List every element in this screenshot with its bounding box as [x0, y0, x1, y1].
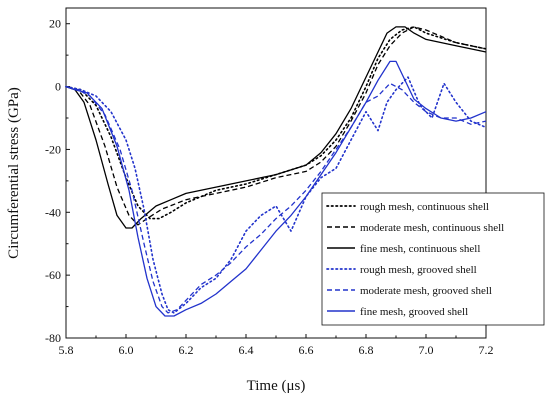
legend-label: fine mesh, grooved shell [360, 306, 468, 318]
legend-label: rough mesh, grooved shell [360, 264, 477, 276]
series-layer [65, 26, 487, 317]
series-line [65, 26, 487, 229]
x-axis-ticks: 5.8 6.0 6.2 6.4 6.6 6.8 7.0 7.2 [59, 334, 494, 357]
y-tick-label: -80 [45, 331, 61, 345]
legend-label: fine mesh, continuous shell [360, 243, 480, 255]
x-axis-label: Time (μs) [247, 378, 306, 394]
y-tick-label: -20 [45, 142, 61, 156]
series-line [65, 82, 487, 314]
y-tick-label: -40 [45, 205, 61, 219]
y-tick-label: 0 [55, 80, 61, 94]
y-axis-label: Circumferential stress (GPa) [6, 87, 22, 259]
x-tick-label: 5.8 [59, 343, 74, 357]
series-line [65, 76, 487, 314]
x-tick-label: 7.0 [419, 343, 434, 357]
y-axis-ticks: 20 0 -20 -40 -60 -80 [45, 17, 70, 345]
legend: rough mesh, continuous shell moderate mes… [321, 192, 545, 326]
legend-label: moderate mesh, grooved shell [360, 285, 492, 297]
x-tick-label: 6.4 [239, 343, 254, 357]
legend-label: rough mesh, continuous shell [360, 201, 489, 213]
x-tick-label: 6.0 [119, 343, 134, 357]
x-tick-label: 6.8 [359, 343, 374, 357]
x-tick-label: 6.2 [179, 343, 194, 357]
x-tick-label: 6.6 [299, 343, 314, 357]
y-tick-label: 20 [49, 17, 61, 31]
series-line [65, 60, 487, 317]
legend-label: moderate mesh, continuous shell [360, 222, 504, 234]
legend-box [321, 192, 545, 326]
x-tick-label: 7.2 [479, 343, 494, 357]
y-tick-label: -60 [45, 268, 61, 282]
